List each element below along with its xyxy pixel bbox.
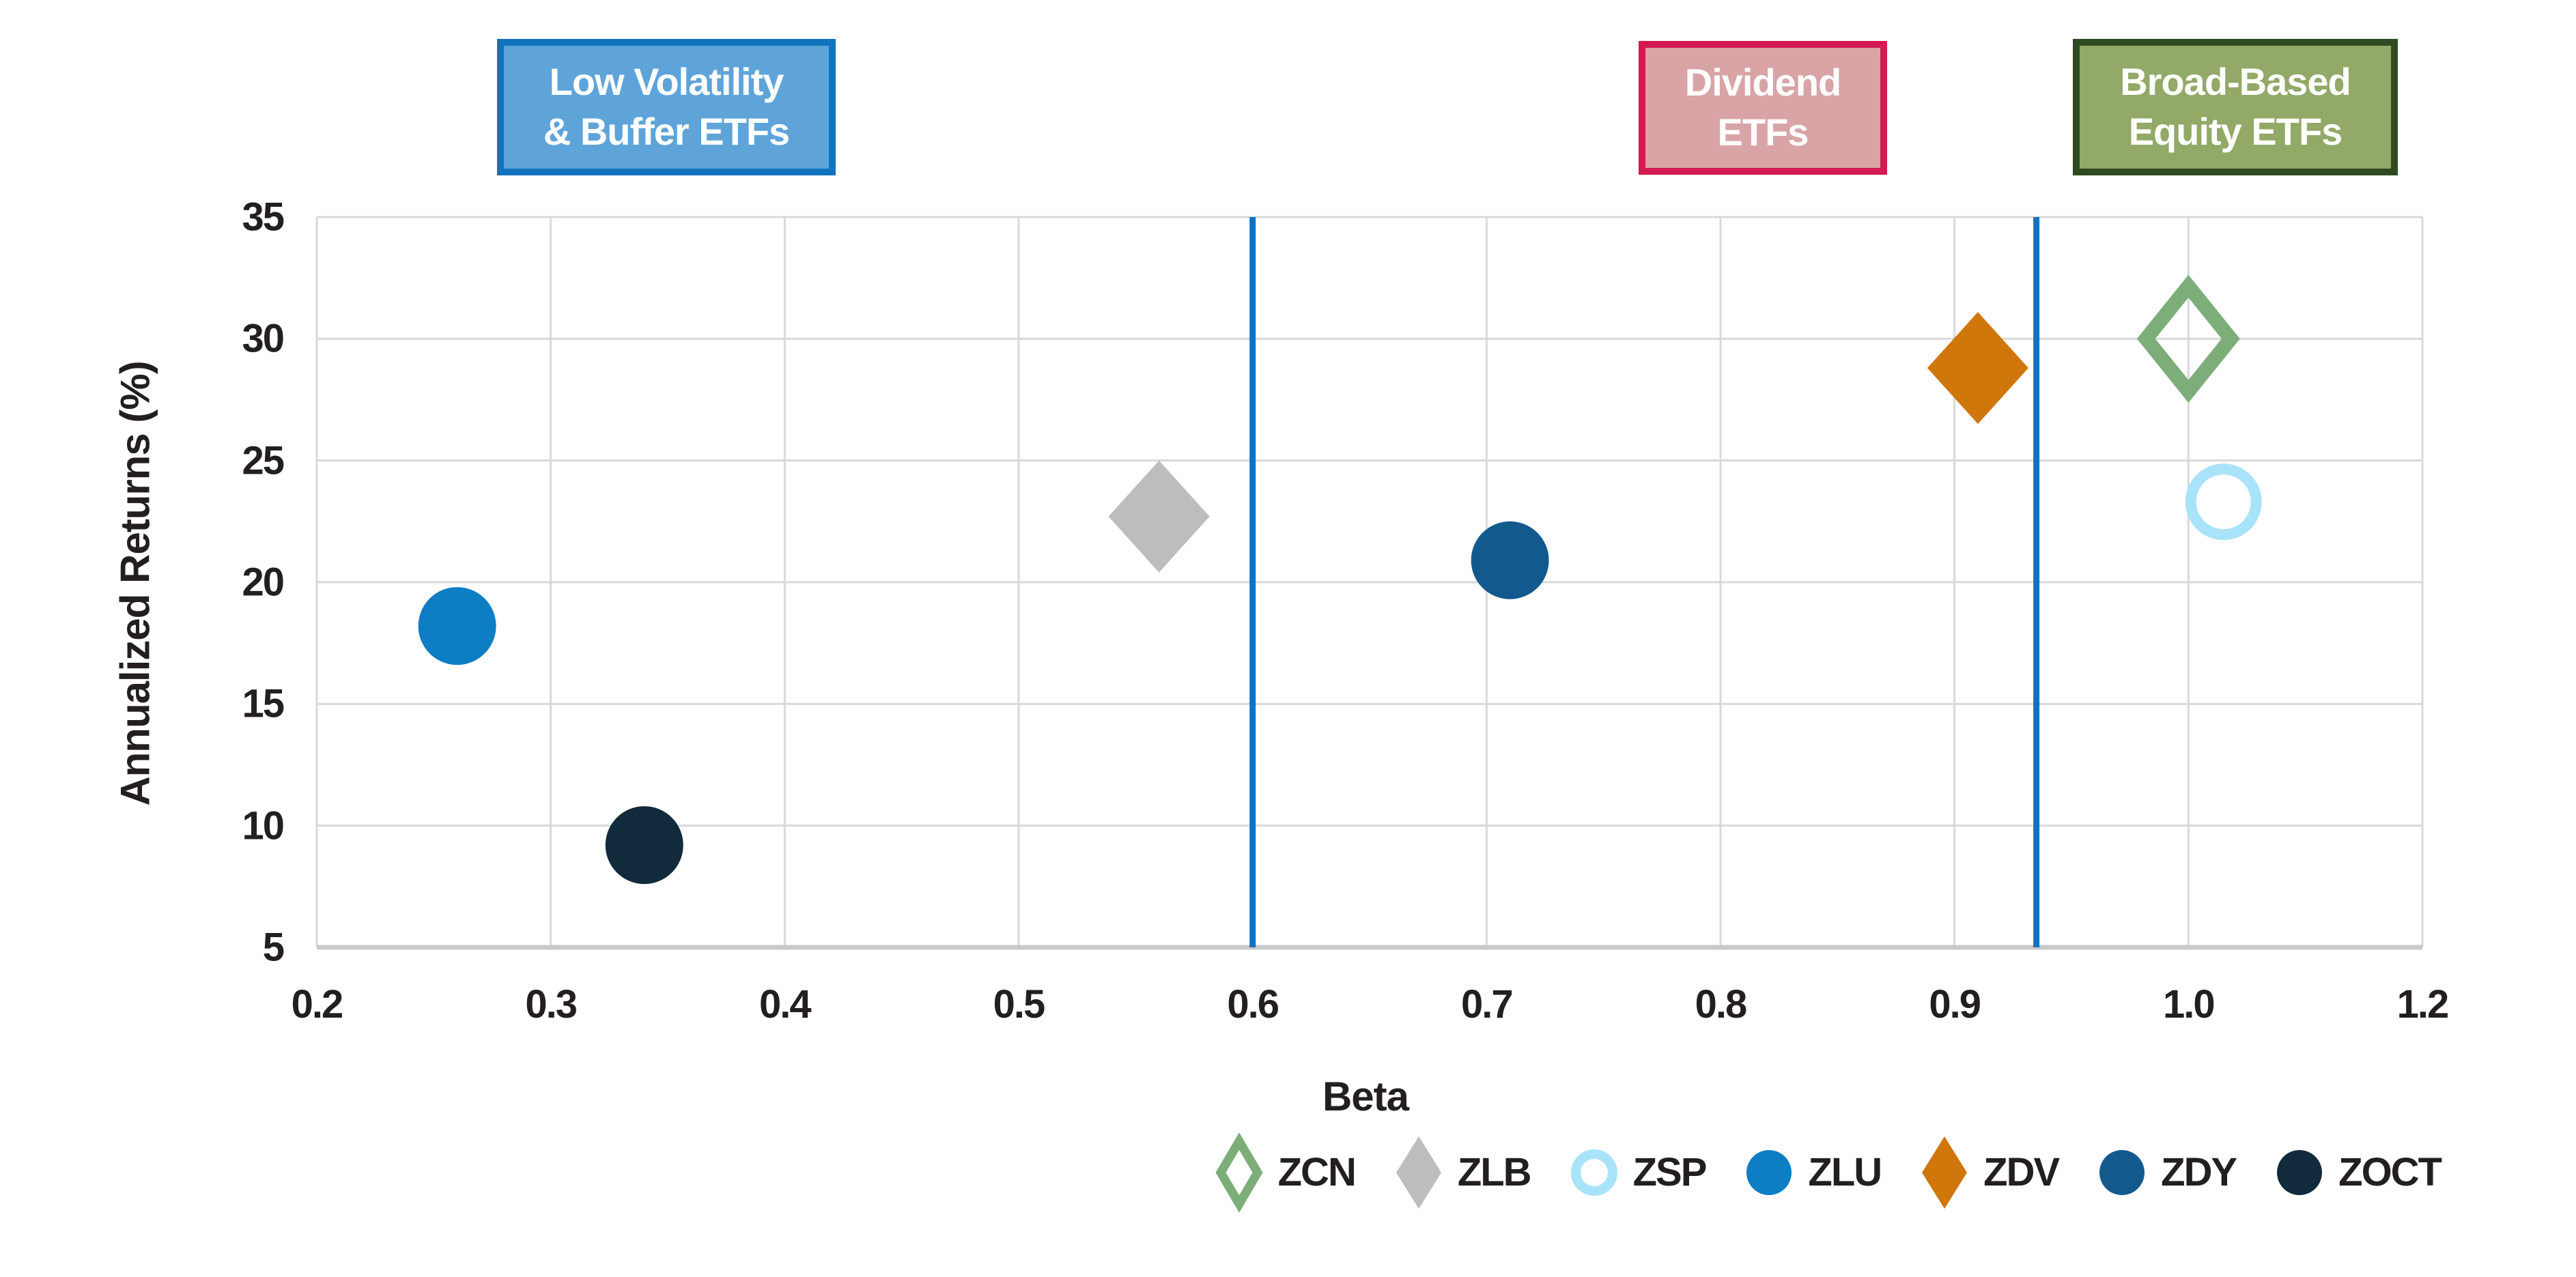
- x-tick-label: 0.3: [525, 982, 578, 1027]
- legend-item-ZDV: ZDV: [1918, 1133, 2060, 1212]
- category-box-label-line: Low Volatility: [549, 60, 784, 104]
- legend-label: ZLU: [1808, 1150, 1882, 1194]
- legend-marker-ZSP: [1570, 1149, 1617, 1196]
- legend-label: ZLB: [1457, 1150, 1532, 1194]
- legend-label: ZDY: [2161, 1150, 2237, 1194]
- marker-ZDV: [1927, 312, 2028, 425]
- x-tick-label: 0.5: [993, 982, 1046, 1027]
- y-tick-label: 10: [242, 803, 285, 848]
- legend-marker-ZCN: [1215, 1132, 1263, 1212]
- legend-item-ZCN: ZCN: [1213, 1132, 1357, 1212]
- y-tick-label: 30: [242, 316, 285, 361]
- marker-ZLU: [418, 587, 496, 665]
- legend-marker-ZOCT: [2277, 1149, 2323, 1195]
- x-tick-label: 0.7: [1461, 982, 1514, 1027]
- x-tick-label: 0.4: [759, 982, 812, 1027]
- category-box-label-line: Dividend: [1684, 61, 1841, 104]
- y-tick-label: 15: [242, 681, 285, 726]
- legend-item-ZLU: ZLU: [1742, 1133, 1882, 1212]
- legend-item-ZOCT: ZOCT: [2273, 1133, 2442, 1212]
- legend-marker-ZLB: [1396, 1136, 1441, 1209]
- x-tick-label: 0.9: [1929, 982, 1981, 1027]
- y-tick-label: 25: [242, 438, 285, 483]
- legend-marker-ZDV: [1922, 1136, 1968, 1209]
- legend-marker-ZLU: [1746, 1149, 1792, 1195]
- legend-label: ZCN: [1277, 1150, 1357, 1194]
- marker-ZDY: [1471, 521, 1549, 599]
- x-tick-label: 1.0: [2163, 982, 2216, 1027]
- marker-ZOCT: [605, 806, 683, 885]
- x-tick-label: 0.6: [1227, 982, 1279, 1027]
- category-box-label-line: & Buffer ETFs: [543, 110, 790, 153]
- category-box-low-volatility: Low Volatility & Buffer ETFs: [497, 39, 836, 175]
- x-tick-label: 0.2: [291, 982, 344, 1027]
- category-box-dividend: Dividend ETFs: [1639, 41, 1887, 175]
- y-tick-label: 35: [242, 195, 285, 240]
- legend-item-ZLB: ZLB: [1392, 1133, 1532, 1212]
- category-box-label-line: Broad-Based: [2120, 60, 2351, 104]
- marker-ZLB: [1108, 460, 1210, 573]
- x-tick-label: 1.2: [2396, 982, 2450, 1027]
- marker-ZCN: [2136, 274, 2240, 403]
- y-tick-label: 20: [242, 560, 285, 605]
- x-tick-label: 0.8: [1695, 982, 1748, 1027]
- x-axis-title: Beta: [1322, 1074, 1409, 1119]
- chart-legend: ZCN ZLB ZSP ZLU ZDV ZDY ZOCT: [1213, 1132, 2442, 1212]
- legend-label: ZSP: [1632, 1150, 1708, 1194]
- legend-item-ZDY: ZDY: [2095, 1133, 2237, 1212]
- y-tick-label: 5: [262, 925, 285, 970]
- legend-label: ZDV: [1983, 1150, 2060, 1194]
- category-box-broad-based: Broad-Based Equity ETFs: [2073, 39, 2398, 175]
- category-box-label-line: Equity ETFs: [2128, 110, 2343, 153]
- legend-item-ZSP: ZSP: [1568, 1133, 1708, 1212]
- legend-label: ZOCT: [2338, 1150, 2442, 1194]
- marker-ZSP: [2185, 463, 2262, 541]
- category-box-label-line: ETFs: [1717, 111, 1809, 154]
- legend-marker-ZDY: [2099, 1149, 2145, 1195]
